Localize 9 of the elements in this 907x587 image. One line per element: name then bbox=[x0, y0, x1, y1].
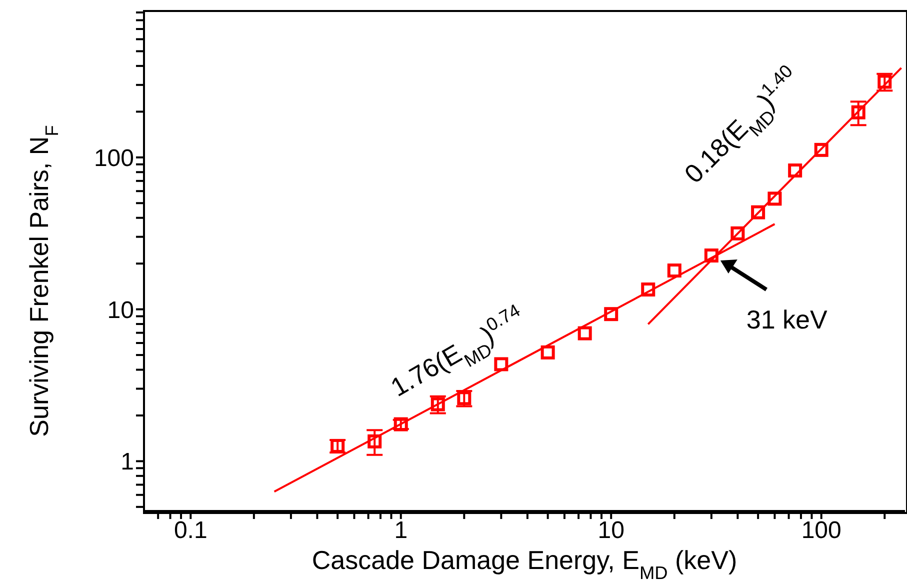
x-tick-label: 0.1 bbox=[174, 517, 208, 544]
y-tick-label: 10 bbox=[107, 296, 134, 324]
annotation: 31 keV bbox=[746, 304, 828, 335]
x-tick-label: 100 bbox=[801, 517, 842, 544]
x-tick-label: 10 bbox=[598, 517, 624, 544]
x-tick-label: 1 bbox=[394, 517, 408, 544]
y-tick-label: 1 bbox=[120, 448, 134, 476]
x-axis-title: Cascade Damage Energy, E$_{MD}$ (keV) bbox=[312, 545, 738, 583]
y-tick-label: 100 bbox=[94, 144, 134, 172]
